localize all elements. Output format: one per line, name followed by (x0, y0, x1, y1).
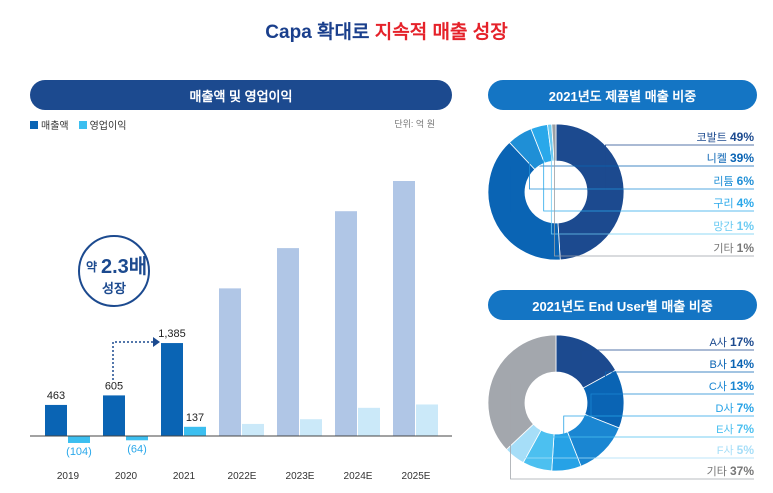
enduser-label-6: 기타 37% (707, 464, 755, 478)
label-profit-2019: (104) (66, 446, 92, 458)
badge-sub: 성장 (102, 281, 126, 296)
badge-prefix: 약 (86, 259, 97, 274)
title-part1: Capa 확대로 (265, 22, 370, 43)
enduser-leader-4 (541, 436, 754, 451)
product-leader-0 (605, 144, 754, 191)
label-revenue-2020: 605 (105, 380, 123, 392)
tick-label-2024E: 2024E (344, 471, 373, 482)
enduser-label-2: C사 13% (709, 379, 754, 393)
tick-label-2022E: 2022E (228, 471, 257, 482)
enduser-slice-6 (487, 334, 557, 451)
bar-revenue-2024E (335, 211, 357, 436)
tick-label-2021: 2021 (173, 471, 196, 482)
enduser-label-1: B사 14% (709, 357, 754, 371)
tick-label-2019: 2019 (57, 471, 80, 482)
product-slice-1 (487, 141, 561, 261)
product-leader-2 (529, 150, 754, 190)
enduser-leader-5 (525, 442, 754, 459)
product-leader-5 (554, 142, 754, 257)
enduser-label-0: A사 17% (709, 335, 754, 349)
growth-badge: 약 2.3배 성장 (78, 235, 150, 307)
enduser-label-4: E사 7% (716, 422, 754, 436)
enduser-leader-1 (605, 371, 754, 400)
bar-revenue-2019 (45, 404, 67, 436)
bar-revenue-2025E (393, 181, 415, 436)
bar-revenue-2021 (161, 343, 183, 436)
unit-label: 단위: 억 원 (394, 119, 435, 129)
product-leader-4 (550, 142, 754, 235)
product-label-4: 망간 1% (713, 219, 754, 233)
legend-item-revenue: 매출액 (30, 117, 69, 132)
bar-revenue-2023E (277, 248, 299, 436)
bar-profit-2024E (358, 407, 380, 436)
tick-label-2020: 2020 (115, 471, 138, 482)
product-label-5: 기타 1% (713, 241, 754, 255)
product-label-0: 코발트 49% (697, 130, 755, 144)
product-leader-1 (510, 165, 754, 212)
product-label-1: 니켈 39% (707, 151, 755, 165)
chart-legend: 매출액 영업이익 (30, 117, 126, 132)
label-revenue-2019: 463 (47, 390, 65, 402)
growth-arrow (112, 341, 153, 380)
badge-value: 2.3배 (101, 255, 147, 278)
enduser-label-5: F사 5% (717, 443, 755, 457)
page-title: Capa 확대로 지속적 매출 성장 (0, 17, 773, 44)
revenue-chart-header: 매출액 및 영업이익 (30, 80, 452, 110)
label-profit-2020: (64) (127, 443, 147, 455)
enduser-leader-0 (580, 349, 754, 361)
label-revenue-2021: 1,385 (158, 328, 186, 340)
enduser-leader-6 (510, 383, 754, 480)
legend-label-profit: 영업이익 (89, 121, 127, 132)
product-pie-header: 2021년도 제품별 매출 비중 (488, 80, 757, 110)
legend-label-revenue: 매출액 (41, 121, 69, 132)
product-label-2: 리튬 6% (713, 174, 754, 188)
product-slice-0 (555, 123, 625, 261)
enduser-leader-2 (590, 393, 754, 439)
legend-swatch-profit (78, 120, 87, 129)
legend-item-profit: 영업이익 (78, 117, 127, 132)
bar-revenue-2022E (219, 288, 241, 436)
enduser-pie-header: 2021년도 End User별 매출 비중 (488, 290, 757, 320)
label-profit-2021: 137 (186, 412, 204, 424)
bar-profit-2019 (68, 436, 90, 443)
enduser-label-3: D사 7% (716, 401, 755, 415)
tick-label-2025E: 2025E (402, 471, 431, 482)
tick-label-2023E: 2023E (286, 471, 315, 482)
enduser-leader-3 (563, 415, 754, 452)
product-label-3: 구리 4% (713, 196, 754, 210)
growth-arrow-head (153, 337, 160, 347)
bar-profit-2025E (416, 404, 438, 436)
bar-profit-2020 (126, 436, 148, 441)
bar-revenue-2020 (103, 395, 125, 436)
product-leader-3 (543, 144, 754, 212)
bar-profit-2021 (184, 426, 206, 436)
bar-profit-2022E (242, 423, 264, 436)
legend-swatch-revenue (30, 120, 38, 129)
title-part2: 지속적 매출 성장 (374, 22, 508, 43)
bar-profit-2023E (300, 419, 322, 436)
